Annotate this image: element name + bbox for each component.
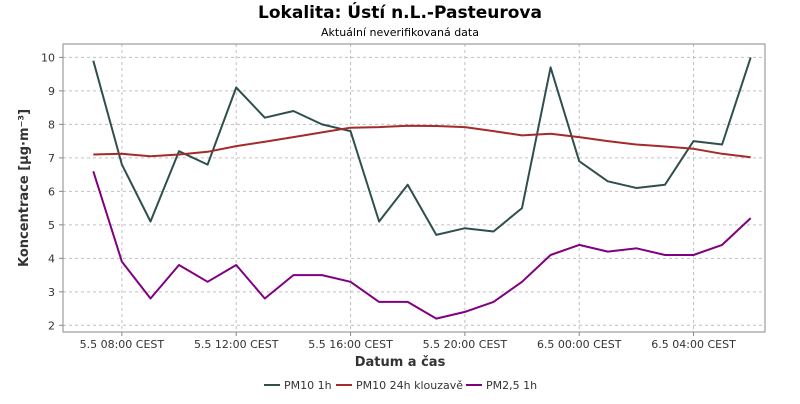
plot-area-frame (62, 43, 766, 333)
x-axis-label: Datum a čas (355, 355, 446, 370)
grid (63, 44, 765, 332)
y-tick-label: 5 (48, 219, 55, 232)
y-tick-label: 4 (48, 252, 55, 265)
y-tick-label: 10 (41, 51, 55, 64)
y-axis-label: Koncentrace [µg·m⁻³] (17, 109, 32, 267)
chart-subtitle: Aktuální neverifikovaná data (321, 26, 479, 39)
axes: 2 3 4 5 6 7 8 9 10 5.5 08:00 CEST 5.5 12:00 CEST 5.… (41, 51, 736, 351)
chart-title: Lokalita: Ústí n.L.-Pasteurova (258, 1, 542, 23)
legend-label: PM10 1h (284, 379, 332, 392)
y-tick-label: 3 (48, 286, 55, 299)
x-tick-label: 6.5 04:00 CEST (651, 338, 736, 351)
series-line-pm10-24h-klouzav (93, 124, 751, 159)
x-tick-label: 5.5 12:00 CEST (194, 338, 279, 351)
y-tick-label: 9 (48, 85, 55, 98)
y-tick-label: 8 (48, 118, 55, 131)
x-tick-label: 5.5 20:00 CEST (423, 338, 508, 351)
series-line-pm10-1h (92, 57, 752, 236)
legend-label: PM2,5 1h (486, 379, 537, 392)
series-line-pm2-5-1h (92, 170, 752, 320)
y-tick-label: 7 (48, 152, 55, 165)
y-tick-label: 2 (48, 319, 55, 332)
legend: PM10 1h PM10 24h klouzavě PM2,5 1h (264, 379, 537, 392)
series-lines (92, 57, 752, 320)
x-tick-label: 6.5 00:00 CEST (537, 338, 622, 351)
x-tick-label: 5.5 08:00 CEST (80, 338, 165, 351)
legend-label: PM10 24h klouzavě (356, 379, 463, 392)
x-tick-label: 5.5 16:00 CEST (308, 338, 393, 351)
y-tick-label: 6 (48, 185, 55, 198)
